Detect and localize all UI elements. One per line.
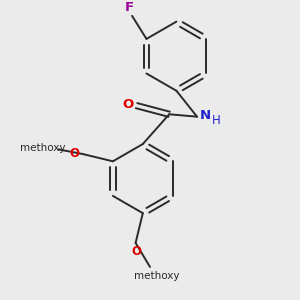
Text: methoxy: methoxy — [134, 271, 180, 281]
Text: O: O — [70, 147, 80, 160]
Text: F: F — [125, 1, 134, 14]
Text: H: H — [212, 114, 220, 127]
Text: methoxy: methoxy — [20, 143, 65, 153]
Text: O: O — [132, 244, 142, 258]
Text: O: O — [122, 98, 134, 111]
Text: N: N — [200, 109, 211, 122]
